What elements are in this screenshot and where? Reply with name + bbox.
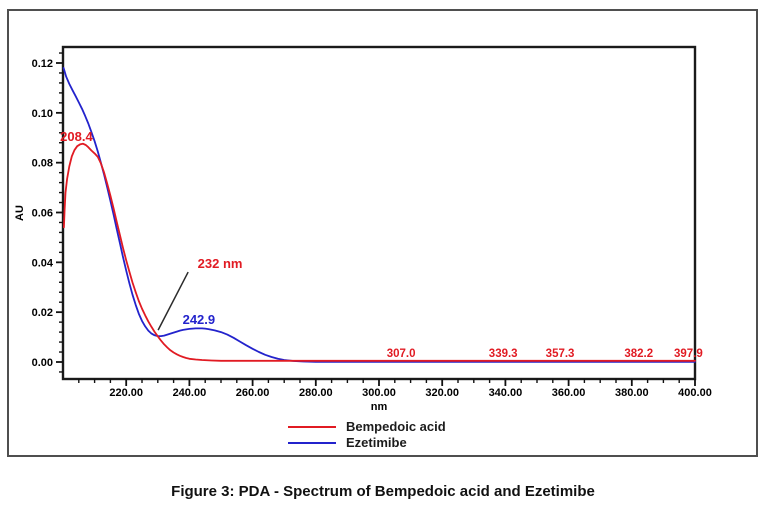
x-tick-label: 300.00	[362, 387, 396, 399]
y-tick-label: 0.02	[32, 307, 53, 319]
figure-panel: 220.00 240.00 260.00 280.00 300.00 320.00 340.…	[7, 9, 758, 457]
y-tick-label: 0.00	[32, 357, 53, 369]
legend-item-ezetimibe: Ezetimibe	[288, 435, 446, 450]
y-tick-label: 0.08	[32, 158, 53, 170]
annotation-242.9: 242.9	[183, 312, 216, 327]
y-tick-label: 0.06	[32, 207, 53, 219]
x-tick-label: 380.00	[615, 387, 649, 399]
annotation-357.3: 357.3	[546, 348, 575, 360]
series-curve-ezetimibe	[62, 67, 696, 363]
x-axis-label: nm	[371, 401, 388, 413]
annotation-leader-line	[157, 271, 189, 331]
figure-caption: Figure 3: PDA - Spectrum of Bempedoic ac…	[171, 483, 595, 500]
x-tick-label: 400.00	[678, 387, 712, 399]
x-tick-label: 360.00	[552, 387, 586, 399]
y-axis-label: AU	[14, 205, 26, 221]
legend-line-red	[288, 425, 336, 428]
legend-item-bempedoic-acid: Bempedoic acid	[288, 419, 446, 434]
x-tick-label: 240.00	[173, 387, 207, 399]
y-tick-label: 0.12	[32, 58, 53, 70]
legend-line-blue	[288, 441, 336, 444]
annotation-382.2: 382.2	[624, 348, 653, 360]
chart-legend: Bempedoic acid Ezetimibe	[288, 419, 446, 450]
y-tick-label: 0.04	[32, 257, 54, 269]
x-tick-label: 340.00	[489, 387, 523, 399]
annotation-339.3: 339.3	[489, 348, 518, 360]
annotation-232-nm: 232 nm	[198, 256, 243, 271]
annotation-397.9: 397.9	[674, 348, 703, 360]
x-tick-label: 260.00	[236, 387, 270, 399]
annotation-208.4: 208.4	[60, 129, 93, 144]
annotation-307.0: 307.0	[387, 348, 416, 360]
x-tick-label: 280.00	[299, 387, 333, 399]
x-tick-label: 220.00	[109, 387, 143, 399]
legend-label-ezetimibe: Ezetimibe	[346, 435, 407, 450]
y-tick-label: 0.10	[32, 108, 53, 120]
series-curve-bempedoic-acid	[63, 142, 696, 362]
x-tick-label: 320.00	[425, 387, 459, 399]
pda-spectrum-chart: 220.00 240.00 260.00 280.00 300.00 320.00 340.…	[14, 45, 712, 413]
legend-label-bempedoic-acid: Bempedoic acid	[346, 419, 446, 434]
